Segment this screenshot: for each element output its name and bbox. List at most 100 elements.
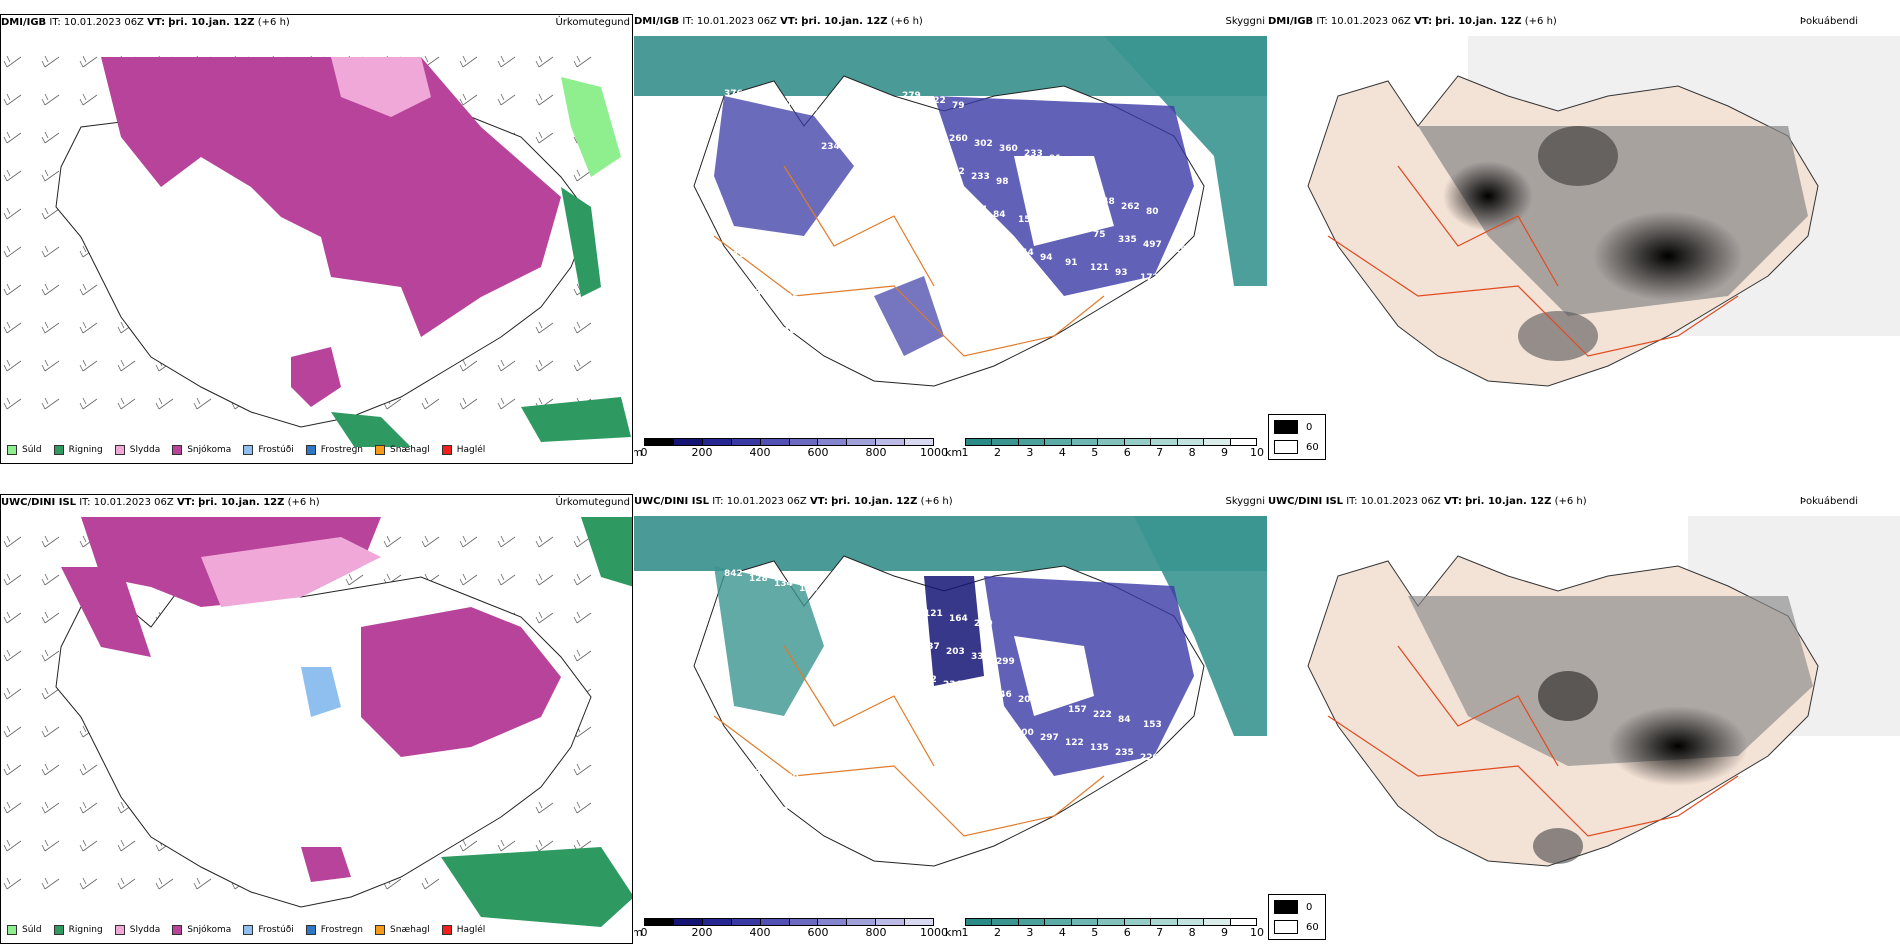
wind-barb	[155, 397, 174, 410]
colorbar-swatch	[1018, 439, 1046, 445]
legend-swatch	[53, 925, 64, 935]
vt-value: þri. 10.jan. 12Z	[831, 496, 918, 507]
ceiling-label: 165	[1162, 791, 1181, 801]
ceiling-label: 433	[1021, 182, 1040, 192]
colorbar-tick: 4	[1058, 926, 1066, 939]
panel-header: UWC/DINI ISL IT: 10.01.2023 06Z VT: þri.…	[1268, 494, 1900, 510]
colorbar-tick: 2	[993, 446, 1001, 459]
ceiling-label: 146	[1043, 700, 1062, 710]
ceiling-label: 300	[855, 308, 874, 318]
wind-barb	[193, 397, 212, 410]
wind-barb	[41, 687, 60, 700]
wind-barb	[41, 131, 60, 144]
fog-legend-row: 60	[1274, 440, 1319, 454]
ceiling-label: 222	[1093, 710, 1112, 720]
colorbar-tick: 600	[807, 446, 829, 459]
ceiling-label: 65	[752, 321, 765, 331]
colorbar-tick: 800	[865, 926, 887, 939]
legend-swatch	[305, 445, 316, 455]
colorbar-tick: 9	[1221, 446, 1229, 459]
wind-barb	[421, 877, 440, 890]
ceiling-label: 128	[918, 195, 937, 205]
fog-legend-row: 0	[1274, 900, 1312, 914]
legend-swatch	[114, 445, 125, 455]
wind-barb	[3, 283, 22, 296]
colorbar-swatch	[702, 439, 732, 445]
wind-barb	[3, 839, 22, 852]
wind-barb	[41, 535, 60, 548]
ceiling-label: 192	[946, 167, 965, 177]
ceiling-label: 232	[846, 147, 865, 157]
wind-barb	[535, 131, 554, 144]
wind-barb	[573, 55, 592, 68]
vt-label: VT:	[176, 497, 195, 508]
ceiling-label: 98	[996, 177, 1009, 187]
fog-legend-label: 60	[1306, 441, 1319, 453]
colorbar-swatch	[789, 439, 819, 445]
vt-label: VT:	[780, 16, 799, 27]
fog-legend-swatch	[1274, 900, 1298, 914]
it-value: 10.01.2023 06Z	[696, 16, 777, 27]
lead-time: (+6 h)	[920, 496, 953, 507]
vt-value: þri. 10.jan. 12Z	[1435, 16, 1522, 27]
colorbar-swatch	[876, 439, 906, 445]
ceiling-label: 330	[971, 652, 990, 662]
it-label: IT:	[79, 497, 91, 508]
vt-value: þri. 10.jan. 12Z	[801, 16, 888, 27]
ceiling-label: 164	[949, 614, 968, 624]
colorbar-unit: m	[634, 926, 643, 939]
colorbar-swatch	[1230, 919, 1256, 925]
legend-label: Frostregn	[320, 925, 364, 935]
vt-label: VT:	[1443, 496, 1462, 507]
wind-barb	[117, 839, 136, 852]
wind-barb	[345, 573, 364, 586]
colorbar-swatch	[1230, 439, 1256, 445]
colorbar-swatch	[731, 919, 761, 925]
wind-barb	[3, 55, 22, 68]
wind-barb	[3, 687, 22, 700]
legend-label: Súld	[22, 445, 42, 455]
rain-area-se	[521, 397, 631, 442]
colorbar-swatch	[966, 919, 993, 925]
ceiling-label: 172	[1140, 273, 1159, 283]
colorbar-swatch	[645, 919, 674, 925]
colorbar-tick: 1	[961, 446, 969, 459]
wind-barb	[79, 877, 98, 890]
legend-label: Súld	[22, 925, 42, 935]
snow-area	[101, 57, 561, 337]
colorbar-swatch	[876, 919, 906, 925]
colorbar-swatch	[992, 439, 1019, 445]
ceiling-label: 121	[924, 609, 943, 619]
colorbar-swatch	[1098, 439, 1125, 445]
lead-time: (+6 h)	[1524, 16, 1557, 27]
colorbar-swatch	[1151, 439, 1178, 445]
ceiling-label: 80	[1146, 207, 1159, 217]
ceiling-label: 203	[1046, 667, 1065, 677]
colorbar-tick: 200	[691, 926, 713, 939]
wind-barb	[535, 801, 554, 814]
fog-legend-label: 0	[1306, 421, 1313, 433]
wind-barb	[535, 93, 554, 106]
it-label: IT:	[682, 16, 694, 27]
wind-barb	[41, 763, 60, 776]
panel-header: DMI/IGB IT: 10.01.2023 06Z VT: þri. 10.j…	[634, 14, 1267, 30]
colorbar-swatch	[1045, 919, 1072, 925]
ceiling-label: 79	[952, 101, 965, 111]
wind-barb	[41, 283, 60, 296]
legend-label: Frostúði	[258, 925, 294, 935]
panel-title: Þokuábendi	[1799, 496, 1858, 507]
colorbar-swatch	[673, 439, 703, 445]
precip-legend: Súld Rigning Slydda Snjókoma Frostúði Frostre…	[7, 445, 497, 455]
ceiling-label: 169	[749, 94, 768, 104]
model-source: UWC/DINI ISL	[634, 496, 710, 507]
colorbar-tick: 5	[1091, 446, 1099, 459]
wind-barb	[497, 535, 516, 548]
fog-legend: 0 60	[1268, 414, 1326, 460]
visibility-panel-top: DMI/IGB IT: 10.01.2023 06Z VT: þri. 10.j…	[634, 14, 1267, 464]
wind-barb	[3, 725, 22, 738]
colorbar-tick: 800	[865, 446, 887, 459]
colorbar-swatch	[992, 919, 1019, 925]
legend-item: Rigning	[53, 445, 103, 455]
colorbar-tick: 1000	[920, 446, 948, 459]
colorbar-swatch	[847, 919, 877, 925]
